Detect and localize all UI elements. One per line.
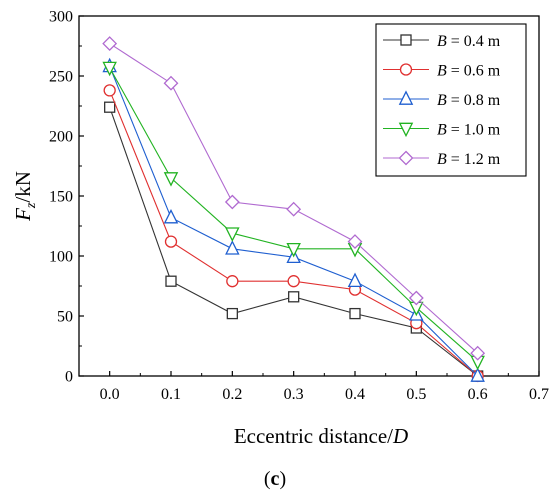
legend-entry: B = 1.0 m bbox=[383, 122, 501, 139]
y-axis-label: Fz/kN bbox=[11, 171, 39, 222]
data-point bbox=[287, 275, 300, 288]
data-point bbox=[349, 307, 361, 320]
y-tick-label: 150 bbox=[49, 189, 73, 206]
x-tick-label: 0.2 bbox=[222, 386, 242, 403]
data-point bbox=[163, 208, 179, 224]
data-point bbox=[104, 101, 116, 113]
legend-marker bbox=[398, 122, 414, 138]
y-tick-label: 100 bbox=[49, 249, 73, 266]
legend: B = 0.4 m B = 0.6 m B = 0.8 m B = 1.0 m B = … bbox=[375, 23, 527, 177]
legend-marker bbox=[400, 34, 412, 46]
data-point bbox=[286, 201, 302, 217]
data-point bbox=[470, 367, 485, 382]
data-point bbox=[164, 235, 178, 248]
x-tick-label: 0.1 bbox=[161, 386, 181, 403]
y-tick-label: 300 bbox=[49, 9, 73, 26]
legend-entry: B = 0.6 m bbox=[383, 63, 501, 80]
series-5 bbox=[102, 36, 486, 361]
legend-marker bbox=[398, 90, 414, 105]
legend-label: B = 0.4 m bbox=[437, 33, 501, 50]
data-point bbox=[102, 61, 117, 77]
x-axis-ticks: 0.0 0.1 0.2 0.3 0.4 0.5 0.6 0.7 bbox=[100, 371, 549, 403]
line-chart: 0 50 100 150 200 250 300 0.0 0.1 0.2 0.3 0.4 0.5 0.6… bbox=[11, 9, 549, 449]
y-tick-label: 250 bbox=[49, 69, 73, 86]
x-axis-label: Eccentric distance/D bbox=[234, 424, 408, 448]
data-point bbox=[226, 307, 238, 320]
x-tick-label: 0.7 bbox=[529, 386, 549, 403]
x-tick-label: 0.3 bbox=[284, 386, 304, 403]
legend-label: B = 0.6 m bbox=[437, 63, 501, 80]
data-point bbox=[470, 345, 486, 361]
data-point bbox=[224, 194, 240, 210]
legend-entry: B = 0.4 m bbox=[383, 33, 501, 50]
y-axis-ticks: 0 50 100 150 200 250 300 bbox=[49, 9, 84, 386]
data-point bbox=[408, 290, 424, 306]
data-point bbox=[225, 240, 240, 255]
figure-caption: (c) bbox=[0, 468, 550, 491]
series-4 bbox=[102, 61, 485, 371]
data-point bbox=[286, 242, 301, 258]
data-point bbox=[347, 234, 363, 250]
data-point bbox=[163, 75, 179, 91]
y-tick-label: 50 bbox=[57, 309, 73, 326]
y-tick-label: 0 bbox=[65, 369, 73, 386]
y-tick-label: 200 bbox=[49, 129, 73, 146]
data-point bbox=[347, 272, 363, 288]
series-layer bbox=[102, 36, 486, 383]
legend-box bbox=[375, 23, 527, 177]
legend-label: B = 1.0 m bbox=[437, 122, 501, 139]
legend-marker bbox=[399, 63, 413, 76]
legend-entry: B = 1.2 m bbox=[383, 150, 501, 168]
data-point bbox=[225, 227, 240, 242]
x-tick-label: 0.0 bbox=[100, 386, 120, 403]
legend-entry: B = 0.8 m bbox=[383, 90, 501, 109]
caption-label: c bbox=[270, 468, 280, 490]
data-point bbox=[165, 275, 177, 287]
data-point bbox=[102, 36, 118, 52]
data-point bbox=[163, 172, 179, 187]
data-point bbox=[226, 275, 239, 288]
legend-label: B = 0.8 m bbox=[437, 92, 501, 109]
caption-open-paren: ( bbox=[263, 468, 271, 490]
x-tick-label: 0.6 bbox=[468, 386, 488, 403]
x-tick-label: 0.5 bbox=[406, 386, 426, 403]
legend-marker bbox=[398, 150, 414, 166]
caption-close-paren: ) bbox=[279, 468, 287, 490]
x-tick-label: 0.4 bbox=[345, 386, 365, 403]
data-point bbox=[103, 84, 116, 97]
data-point bbox=[288, 291, 300, 303]
legend-label: B = 1.2 m bbox=[437, 151, 501, 168]
